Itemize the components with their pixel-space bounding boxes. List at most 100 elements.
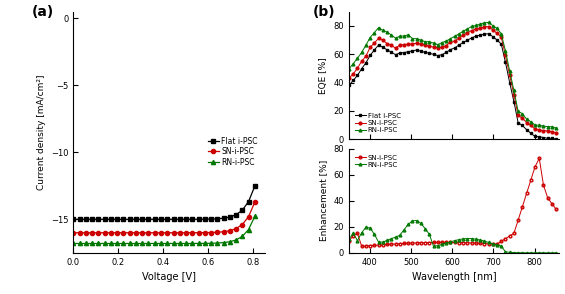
SN-i-PSC xyxy=(409,42,416,46)
RN-i-PSC xyxy=(405,223,411,226)
Flat i-PSC xyxy=(498,42,505,46)
Flat i-PSC xyxy=(519,124,526,127)
SN-i-PSC xyxy=(430,241,437,244)
SN-i-PSC xyxy=(392,242,399,246)
RN-i-PSC xyxy=(220,241,227,244)
SN-i-PSC xyxy=(354,66,361,70)
RN-i-PSC xyxy=(354,239,361,242)
Flat i-PSC xyxy=(101,218,108,221)
Flat i-PSC xyxy=(107,218,114,221)
Flat i-PSC xyxy=(182,218,189,221)
RN-i-PSC xyxy=(189,242,195,245)
SN-i-PSC xyxy=(549,202,555,206)
SN-i-PSC xyxy=(145,231,152,235)
SN-i-PSC xyxy=(515,113,521,117)
RN-i-PSC xyxy=(401,34,407,38)
SN-i-PSC xyxy=(397,44,403,47)
SN-i-PSC xyxy=(438,46,445,49)
RN-i-PSC xyxy=(405,33,411,36)
Flat i-PSC xyxy=(464,39,471,42)
Flat i-PSC xyxy=(95,218,102,221)
SN-i-PSC xyxy=(207,231,214,234)
Flat i-PSC xyxy=(189,218,195,221)
SN-i-PSC xyxy=(164,231,171,235)
SN-i-PSC xyxy=(472,27,479,31)
SN-i-PSC xyxy=(498,35,505,39)
Line: Flat i-PSC: Flat i-PSC xyxy=(71,184,257,221)
RN-i-PSC xyxy=(430,41,437,45)
RN-i-PSC xyxy=(358,231,365,234)
Flat i-PSC xyxy=(380,46,386,49)
RN-i-PSC xyxy=(233,238,240,242)
Line: SN-i-PSC: SN-i-PSC xyxy=(347,157,558,248)
RN-i-PSC xyxy=(532,123,538,127)
RN-i-PSC xyxy=(426,40,433,44)
SN-i-PSC xyxy=(460,241,467,244)
RN-i-PSC xyxy=(227,240,233,243)
Flat i-PSC xyxy=(421,51,428,54)
SN-i-PSC xyxy=(375,36,382,40)
RN-i-PSC xyxy=(133,242,140,245)
RN-i-PSC xyxy=(392,235,399,239)
SN-i-PSC xyxy=(434,241,441,244)
RN-i-PSC xyxy=(426,233,433,236)
RN-i-PSC xyxy=(540,124,547,128)
RN-i-PSC xyxy=(350,62,357,65)
RN-i-PSC xyxy=(201,242,208,245)
RN-i-PSC xyxy=(549,125,555,128)
Flat i-PSC xyxy=(139,218,146,221)
Flat i-PSC xyxy=(384,48,390,51)
Text: (b): (b) xyxy=(313,5,336,19)
SN-i-PSC xyxy=(523,192,530,195)
RN-i-PSC xyxy=(251,215,258,218)
RN-i-PSC xyxy=(515,251,521,255)
Flat i-PSC xyxy=(418,49,424,53)
Line: SN-i-PSC: SN-i-PSC xyxy=(71,200,257,235)
Flat i-PSC xyxy=(239,208,246,212)
RN-i-PSC xyxy=(151,242,158,245)
Flat i-PSC xyxy=(151,218,158,221)
RN-i-PSC xyxy=(363,225,370,229)
Flat i-PSC xyxy=(371,48,378,52)
RN-i-PSC xyxy=(367,36,373,39)
SN-i-PSC xyxy=(375,243,382,247)
SN-i-PSC xyxy=(489,242,496,246)
SN-i-PSC xyxy=(346,76,353,80)
Line: SN-i-PSC: SN-i-PSC xyxy=(347,25,558,134)
RN-i-PSC xyxy=(438,41,445,44)
SN-i-PSC xyxy=(371,244,378,247)
Flat i-PSC xyxy=(506,81,513,84)
SN-i-PSC xyxy=(544,196,551,200)
RN-i-PSC xyxy=(472,237,479,241)
RN-i-PSC xyxy=(195,242,202,245)
RN-i-PSC xyxy=(418,222,424,225)
RN-i-PSC xyxy=(418,38,424,42)
SN-i-PSC xyxy=(195,231,202,234)
SN-i-PSC xyxy=(214,230,221,234)
SN-i-PSC xyxy=(384,243,390,246)
RN-i-PSC xyxy=(468,25,475,28)
SN-i-PSC xyxy=(447,241,454,244)
SN-i-PSC xyxy=(170,231,177,235)
RN-i-PSC xyxy=(438,243,445,246)
RN-i-PSC xyxy=(384,239,390,242)
SN-i-PSC xyxy=(426,44,433,48)
RN-i-PSC xyxy=(494,26,501,30)
SN-i-PSC xyxy=(107,231,114,235)
SN-i-PSC xyxy=(460,34,467,37)
Line: RN-i-PSC: RN-i-PSC xyxy=(71,214,257,245)
Flat i-PSC xyxy=(114,218,120,221)
Flat i-PSC xyxy=(170,218,177,221)
SN-i-PSC xyxy=(498,240,505,243)
SN-i-PSC xyxy=(489,28,496,31)
RN-i-PSC xyxy=(502,250,509,254)
SN-i-PSC xyxy=(434,46,441,49)
RN-i-PSC xyxy=(519,112,526,116)
Flat i-PSC xyxy=(214,217,221,220)
RN-i-PSC xyxy=(107,242,114,245)
SN-i-PSC xyxy=(392,46,399,50)
SN-i-PSC xyxy=(388,243,395,246)
RN-i-PSC xyxy=(511,251,518,254)
SN-i-PSC xyxy=(201,231,208,234)
SN-i-PSC xyxy=(350,234,357,238)
